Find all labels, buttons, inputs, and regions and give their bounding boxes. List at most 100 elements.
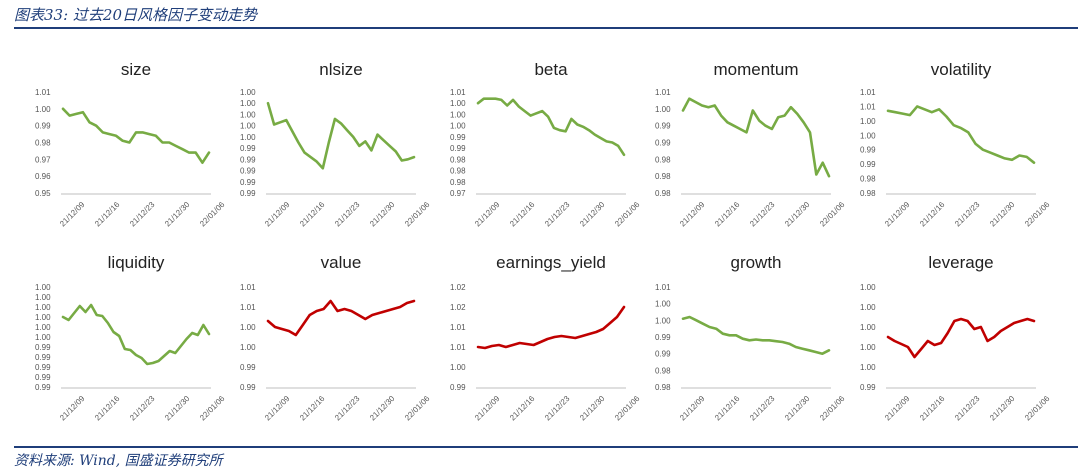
volatility-ytick-label: 1.00 [860,131,876,140]
nlsize-ytick-label: 1.00 [240,133,256,142]
nlsize-chart-title: nlsize [319,60,362,79]
nlsize-ytick-label: 0.99 [240,189,256,198]
growth-ytick-label: 0.98 [655,366,671,375]
liquidity-ytick-label: 1.00 [35,323,51,332]
momentum-ytick-label: 0.98 [655,155,671,164]
growth-ytick-label: 1.00 [655,316,671,325]
size-xtick-label: 21/12/30 [163,200,192,229]
value-ytick-label: 1.00 [240,343,256,352]
liquidity-xtick-label: 21/12/09 [58,394,87,423]
nlsize-ytick-label: 1.00 [240,110,256,119]
nlsize-ytick-label: 1.00 [240,88,256,97]
liquidity-ytick-label: 1.00 [35,283,51,292]
momentum-xtick-label: 21/12/23 [748,200,777,229]
value-xtick-label: 21/12/16 [298,394,327,423]
volatility-xtick-label: 21/12/23 [953,200,982,229]
beta-ytick-label: 0.99 [450,144,466,153]
volatility-ytick-label: 1.01 [860,88,876,97]
leverage-ytick-label: 1.00 [860,363,876,372]
size-series-line [61,107,211,164]
growth-xtick-label: 21/12/30 [783,394,812,423]
size-ytick-label: 0.96 [35,172,51,181]
liquidity-series-line [61,303,211,366]
growth-ytick-label: 0.99 [655,350,671,359]
growth-ytick-label: 1.00 [655,300,671,309]
volatility-ytick-label: 0.98 [860,175,876,184]
volatility-ytick-label: 1.01 [860,102,876,111]
growth-ytick-label: 0.98 [655,383,671,392]
beta-xtick-label: 21/12/30 [578,200,607,229]
growth-chart-title: growth [730,253,781,272]
size-ytick-label: 0.97 [35,155,51,164]
size-ytick-label: 1.01 [35,88,51,97]
nlsize-ytick-label: 1.00 [240,122,256,131]
growth-xtick-label: 21/12/23 [748,394,777,423]
liquidity-xtick-label: 21/12/23 [128,394,157,423]
size-ytick-label: 0.95 [35,189,51,198]
value-series-line [266,299,416,337]
growth-series-line [681,315,831,356]
leverage-xtick-label: 21/12/23 [953,394,982,423]
size-ytick-label: 1.00 [35,105,51,114]
earnings-yield-xtick-label: 21/12/23 [543,394,572,423]
nlsize-ytick-label: 0.99 [240,178,256,187]
size-xtick-label: 21/12/23 [128,200,157,229]
beta-ytick-label: 0.98 [450,167,466,176]
momentum-ytick-label: 1.00 [655,105,671,114]
leverage-series-line [886,317,1036,359]
liquidity-ytick-label: 1.00 [35,293,51,302]
earnings-yield-xtick-label: 22/01/06 [613,394,642,423]
size-ytick-label: 0.99 [35,122,51,131]
growth-xtick-label: 21/12/16 [713,394,742,423]
nlsize-ytick-label: 0.99 [240,144,256,153]
momentum-chart-title: momentum [713,60,798,79]
liquidity-ytick-label: 1.00 [35,303,51,312]
beta-ytick-label: 1.01 [450,88,466,97]
source-note: 资料来源: Wind, 国盛证券研究所 [14,453,223,469]
leverage-ytick-label: 0.99 [860,383,876,392]
liquidity-ytick-label: 0.99 [35,343,51,352]
value-ytick-label: 1.01 [240,283,256,292]
beta-series-line [476,97,626,157]
header-rule [14,27,1078,29]
earnings-yield-chart-title: earnings_yield [496,253,606,272]
beta-xtick-label: 21/12/09 [473,200,502,229]
value-ytick-label: 1.00 [240,323,256,332]
leverage-ytick-label: 1.00 [860,343,876,352]
size-xtick-label: 21/12/16 [93,200,122,229]
volatility-ytick-label: 0.99 [860,146,876,155]
leverage-xtick-label: 22/01/06 [1023,394,1052,423]
value-xtick-label: 21/12/23 [333,394,362,423]
value-xtick-label: 22/01/06 [403,394,432,423]
value-ytick-label: 1.01 [240,303,256,312]
page-header-title: 图表33: 过去20日风格因子变动走势 [14,6,257,24]
momentum-xtick-label: 21/12/09 [678,200,707,229]
momentum-ytick-label: 0.99 [655,122,671,131]
earnings-yield-ytick-label: 1.00 [450,363,466,372]
size-chart-title: size [121,60,151,79]
momentum-ytick-label: 0.98 [655,189,671,198]
liquidity-xtick-label: 21/12/30 [163,394,192,423]
earnings-yield-series-line [476,305,626,350]
value-xtick-label: 21/12/30 [368,394,397,423]
growth-ytick-label: 1.01 [655,283,671,292]
beta-ytick-label: 1.00 [450,110,466,119]
nlsize-ytick-label: 1.00 [240,99,256,108]
beta-ytick-label: 0.98 [450,155,466,164]
value-xtick-label: 21/12/09 [263,394,292,423]
footer-rule [14,446,1078,448]
momentum-xtick-label: 22/01/06 [818,200,847,229]
nlsize-xtick-label: 21/12/16 [298,200,327,229]
beta-ytick-label: 1.00 [450,99,466,108]
beta-ytick-label: 0.97 [450,189,466,198]
leverage-xtick-label: 21/12/16 [918,394,947,423]
liquidity-ytick-label: 0.99 [35,373,51,382]
volatility-xtick-label: 21/12/09 [883,200,912,229]
momentum-xtick-label: 21/12/16 [713,200,742,229]
nlsize-xtick-label: 21/12/23 [333,200,362,229]
volatility-series-line [886,105,1036,164]
liquidity-ytick-label: 0.99 [35,383,51,392]
size-ytick-label: 0.98 [35,139,51,148]
leverage-ytick-label: 1.00 [860,283,876,292]
momentum-ytick-label: 0.99 [655,139,671,148]
